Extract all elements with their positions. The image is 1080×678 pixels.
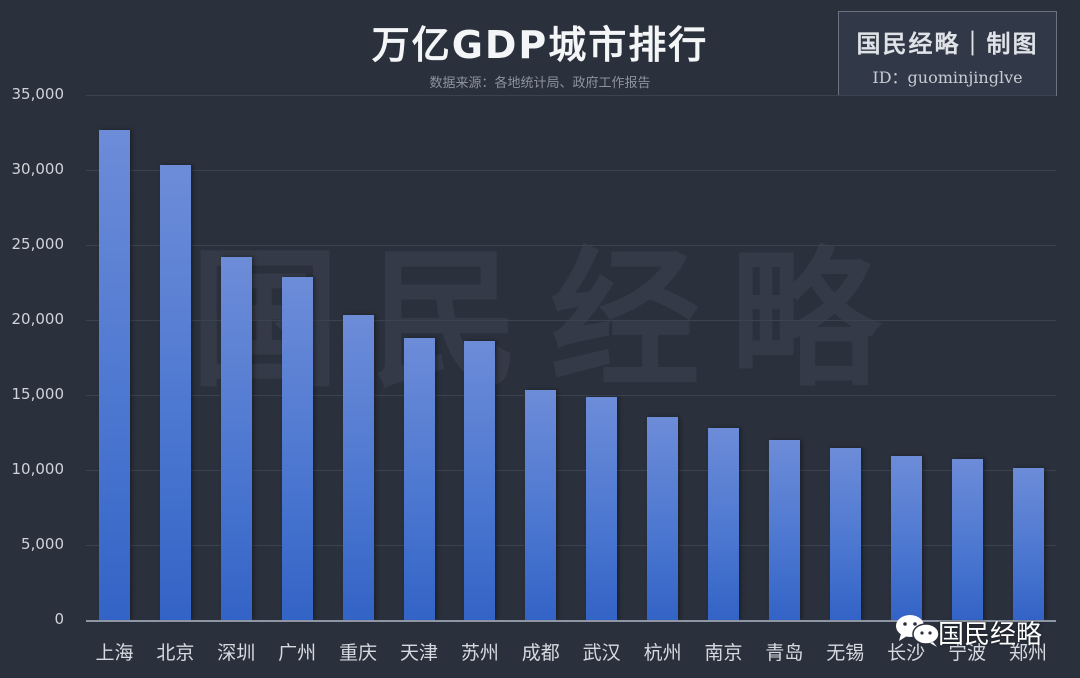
x-tick-label: 天津 (399, 642, 438, 664)
gridline (86, 470, 1056, 471)
x-tick-label: 重庆 (339, 642, 378, 664)
x-tick-label: 北京 (156, 642, 195, 664)
gridline (86, 95, 1056, 96)
bar (525, 389, 557, 620)
x-tick-label: 广州 (278, 642, 317, 664)
x-axis-line (86, 620, 1056, 622)
bar (768, 439, 800, 620)
bar (951, 458, 983, 620)
x-tick-label: 郑州 (1008, 642, 1047, 664)
chart-title: 万亿GDP城市排行 (371, 23, 709, 67)
bar (586, 397, 618, 620)
bar (342, 314, 374, 620)
x-tick-label: 南京 (704, 642, 743, 664)
x-tick-label: 杭州 (643, 642, 682, 664)
bar (159, 165, 191, 620)
wechat-icon (896, 615, 940, 647)
bar (708, 427, 739, 620)
brand-box: 国民经略｜制图 ID：guominjinglve (838, 11, 1057, 96)
bar (220, 256, 252, 620)
chart-subtitle: 数据来源：各地统计局、政府工作报告 (429, 76, 651, 91)
gridline (86, 245, 1056, 246)
x-tick-label: 武汉 (582, 642, 621, 664)
gridline (86, 545, 1056, 546)
x-tick-label: 宁波 (948, 642, 987, 664)
bar (464, 341, 496, 620)
x-tick-label: 深圳 (217, 642, 256, 664)
brand-name: 国民经略｜制图 (856, 29, 1039, 58)
y-tick-label: 0 (54, 610, 64, 628)
y-tick-label: 25,000 (11, 235, 65, 253)
y-tick-label: 5,000 (21, 535, 64, 553)
x-tick-label: 青岛 (765, 642, 804, 664)
x-tick-label: 苏州 (460, 642, 499, 664)
gridline (86, 320, 1056, 321)
footer-brand-label: 国民经略 (938, 620, 1043, 650)
gridline (86, 395, 1056, 396)
y-tick-label: 35,000 (11, 85, 65, 103)
bar (829, 448, 861, 620)
bar (647, 417, 679, 620)
bar (1012, 467, 1044, 620)
brand-id: ID：guominjinglve (872, 68, 1023, 87)
y-tick-label: 15,000 (11, 385, 65, 403)
bar (890, 455, 922, 620)
y-tick-label: 10,000 (11, 460, 65, 478)
bar (403, 337, 435, 620)
bar (99, 129, 130, 620)
x-tick-label: 上海 (95, 642, 134, 664)
y-tick-label: 30,000 (11, 160, 65, 178)
x-tick-label: 无锡 (826, 642, 865, 664)
x-tick-label: 长沙 (887, 642, 926, 664)
y-tick-label: 20,000 (11, 310, 65, 328)
bar (281, 277, 313, 620)
gridline (86, 170, 1056, 171)
x-tick-label: 成都 (521, 642, 560, 664)
